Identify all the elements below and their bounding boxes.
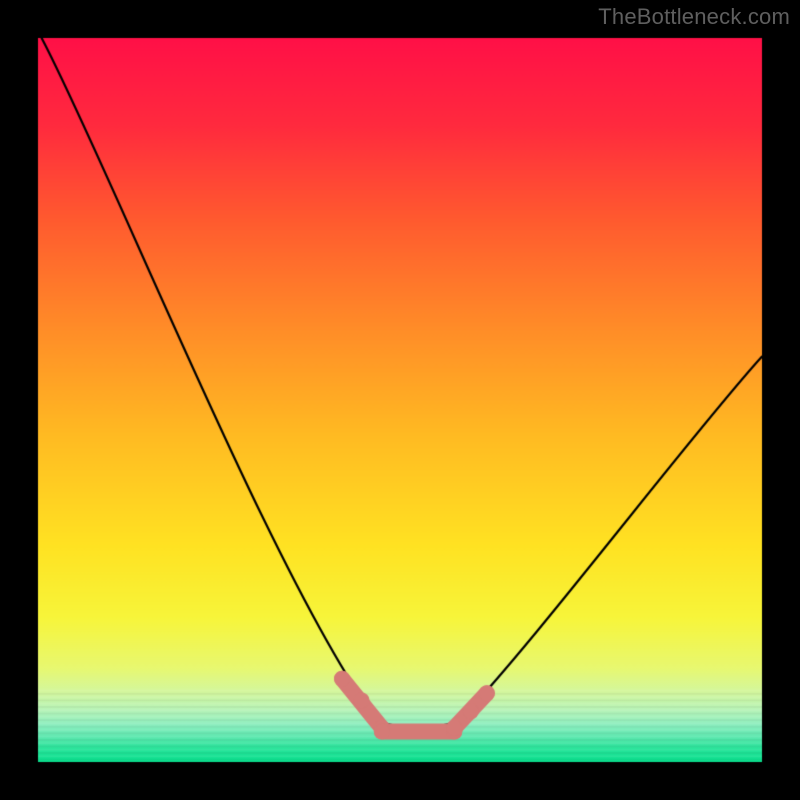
bottleneck-curve-chart xyxy=(0,0,800,800)
chart-container: TheBottleneck.com xyxy=(0,0,800,800)
